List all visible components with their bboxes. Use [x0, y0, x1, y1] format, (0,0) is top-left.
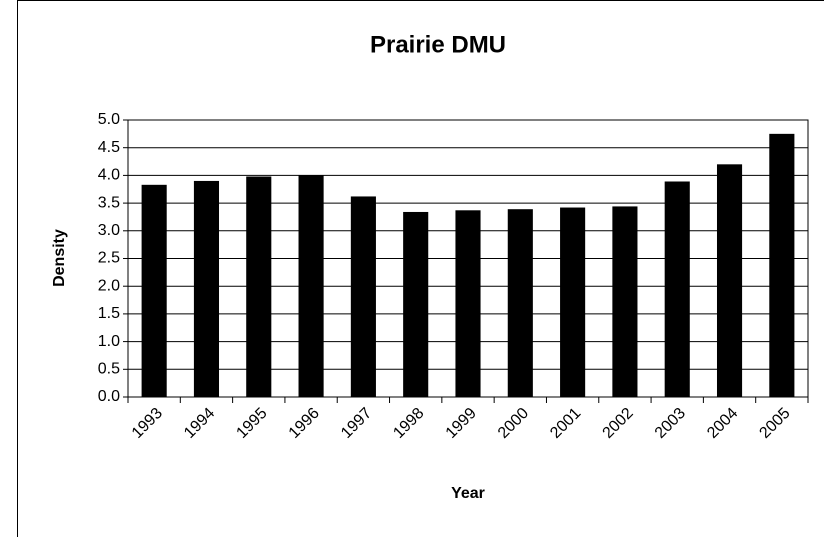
bar [193, 180, 220, 397]
y-tick-label: 2.0 [98, 277, 120, 294]
x-tick-label: 1995 [233, 405, 270, 442]
y-tick-label: 4.5 [98, 139, 120, 156]
x-tick-label: 1999 [443, 405, 480, 442]
x-tick-label: 2004 [704, 405, 741, 442]
x-tick-label: 1996 [286, 405, 323, 442]
bar [612, 206, 638, 397]
x-tick-label: 2000 [495, 405, 532, 442]
y-tick-label: 0.0 [98, 388, 120, 405]
x-tick-label: 1994 [181, 405, 218, 442]
bar [246, 176, 272, 397]
y-tick-label: 1.0 [98, 333, 120, 350]
x-tick-label: 1998 [390, 405, 427, 442]
y-tick-label: 3.5 [98, 194, 120, 211]
bar [455, 210, 481, 397]
x-tick-label: 1993 [129, 405, 166, 442]
bar [403, 211, 429, 397]
bar [350, 196, 376, 397]
y-tick-label: 2.5 [98, 250, 120, 267]
bar [298, 175, 324, 397]
chart-title: Prairie DMU [370, 31, 506, 58]
bar [769, 133, 795, 397]
x-tick-label: 2001 [547, 405, 584, 442]
bar [560, 207, 586, 397]
bar [141, 184, 167, 397]
bar [507, 209, 533, 397]
y-tick-label: 5.0 [98, 111, 120, 128]
x-tick-label: 1997 [338, 405, 375, 442]
y-tick-label: 1.5 [98, 305, 120, 322]
bar [664, 181, 690, 397]
y-axis-title: Density [51, 229, 68, 287]
y-tick-label: 0.5 [98, 361, 120, 378]
x-tick-label: 2002 [600, 405, 637, 442]
y-tick-label: 4.0 [98, 167, 120, 184]
x-tick-label: 2005 [756, 405, 793, 442]
x-tick-label: 2003 [652, 405, 689, 442]
y-tick-label: 3.0 [98, 222, 120, 239]
x-axis-title: Year [451, 485, 485, 502]
bar [716, 164, 743, 397]
